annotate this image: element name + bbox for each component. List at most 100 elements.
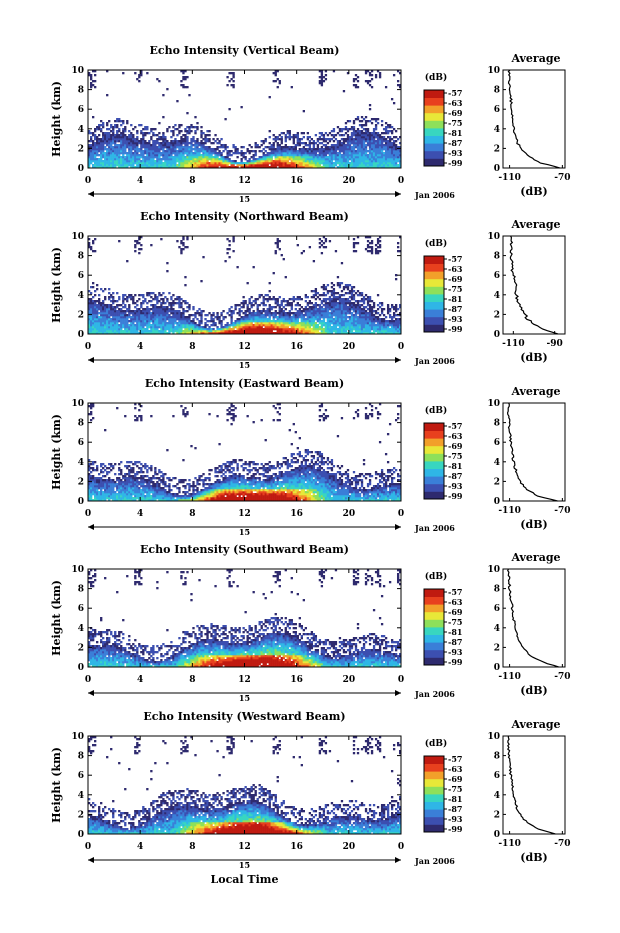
panel-west: Echo Intensity (Westward Beam)Height (km… <box>50 710 570 886</box>
day-label: 15 <box>239 860 250 870</box>
colorbar-tick-label: -93 <box>448 314 463 324</box>
colorbar-tick-label: -63 <box>448 98 463 108</box>
x-tick-label: 12 <box>238 842 251 852</box>
colorbar-tick-label: -75 <box>448 784 462 794</box>
colorbar-tick-label: -69 <box>448 108 463 118</box>
profile-x-tick-label: -90 <box>547 339 563 349</box>
colorbar-tick-label: -99 <box>448 324 463 334</box>
profile-y-tick-label: 10 <box>487 399 500 409</box>
x-tick-label: 16 <box>290 842 303 852</box>
profile-frame <box>503 236 565 334</box>
profile-y-tick-label: 8 <box>494 419 500 429</box>
profile-line <box>510 236 558 334</box>
y-tick-label: 6 <box>78 105 84 115</box>
panel-east: Echo Intensity (Eastward Beam) Height (km… <box>50 377 570 537</box>
panel-north: Echo Intensity (Northward Beam)Height (k… <box>50 210 565 370</box>
y-tick-label: 0 <box>78 497 84 507</box>
colorbar <box>424 90 444 166</box>
colorbar-unit: (dB) <box>425 405 447 416</box>
x-tick-label: 12 <box>238 342 251 352</box>
profile-title: Average <box>510 52 560 65</box>
y-tick-label: 0 <box>78 330 84 340</box>
colorbar-tick-label: -99 <box>448 491 463 501</box>
x-tick-label: 20 <box>343 842 356 852</box>
x-tick-label: 8 <box>189 342 195 352</box>
arrow-right-icon <box>395 690 401 696</box>
profile-xlabel: (dB) <box>520 684 547 697</box>
colorbar-tick-label: -99 <box>448 824 463 834</box>
heatmap-cells <box>88 403 401 501</box>
profile-x-tick-label: -110 <box>498 672 521 682</box>
colorbar-tick-label: -99 <box>448 158 463 168</box>
profile-y-tick-label: 6 <box>494 438 500 448</box>
colorbar-tick-label: -81 <box>448 794 462 804</box>
y-tick-label: 2 <box>78 144 84 154</box>
colorbar-tick-label: -63 <box>448 597 463 607</box>
y-tick-label: 0 <box>78 164 84 174</box>
month-label: Jan 2006 <box>414 689 455 699</box>
profile-y-tick-label: 4 <box>494 624 500 634</box>
y-axis-label: Height (km) <box>50 414 63 490</box>
colorbar-tick-label: -93 <box>448 148 463 158</box>
y-tick-label: 8 <box>78 752 84 762</box>
colorbar-unit: (dB) <box>425 571 447 582</box>
y-axis-label: Height (km) <box>50 580 63 656</box>
day-label: 15 <box>239 527 250 537</box>
colorbar <box>424 423 444 499</box>
arrow-right-icon <box>395 524 401 530</box>
x-tick-label: 0 <box>398 842 404 852</box>
y-tick-label: 10 <box>71 399 84 409</box>
y-tick-label: 6 <box>78 771 84 781</box>
x-tick-label: 16 <box>290 675 303 685</box>
profile-y-tick-label: 4 <box>494 291 500 301</box>
day-label: 15 <box>239 360 250 370</box>
colorbar-tick-label: -93 <box>448 647 463 657</box>
x-tick-label: 0 <box>85 842 91 852</box>
x-tick-label: 8 <box>189 176 195 186</box>
profile-title: Average <box>510 551 560 564</box>
profile-xlabel: (dB) <box>520 851 547 864</box>
profile-y-tick-label: 10 <box>487 565 500 575</box>
y-tick-label: 2 <box>78 643 84 653</box>
profile-x-tick-label: -70 <box>554 672 570 682</box>
x-tick-label: 20 <box>343 675 356 685</box>
profile-line <box>508 569 559 667</box>
profile-y-tick-label: 10 <box>487 232 500 242</box>
x-tick-label: 8 <box>189 509 195 519</box>
colorbar-tick-label: -87 <box>448 804 462 814</box>
y-tick-label: 8 <box>78 585 84 595</box>
x-tick-label: 12 <box>238 675 251 685</box>
profile-frame <box>503 569 565 667</box>
x-tick-label: 16 <box>290 509 303 519</box>
profile-x-tick-label: -110 <box>498 506 521 516</box>
day-label: 15 <box>239 194 250 204</box>
colorbar-tick-label: -81 <box>448 294 462 304</box>
y-tick-label: 2 <box>78 477 84 487</box>
x-tick-label: 20 <box>343 509 356 519</box>
colorbar-tick-label: -63 <box>448 431 463 441</box>
colorbar-tick-label: -93 <box>448 814 463 824</box>
arrow-left-icon <box>88 690 94 696</box>
colorbar-tick-label: -57 <box>448 587 462 597</box>
x-tick-label: 8 <box>189 675 195 685</box>
colorbar-unit: (dB) <box>425 238 447 249</box>
profile-xlabel: (dB) <box>520 518 547 531</box>
x-tick-label: 12 <box>238 176 251 186</box>
colorbar-tick-label: -75 <box>448 118 462 128</box>
profile-y-tick-label: 0 <box>494 330 500 340</box>
colorbar-tick-label: -87 <box>448 471 462 481</box>
x-tick-label: 0 <box>398 675 404 685</box>
colorbar-tick-label: -57 <box>448 254 462 264</box>
x-tick-label: 4 <box>137 675 143 685</box>
colorbar <box>424 756 444 832</box>
x-tick-label: 0 <box>398 509 404 519</box>
y-tick-label: 10 <box>71 732 84 742</box>
panel-title: Echo Intensity (Eastward Beam) <box>145 377 344 390</box>
panel-title: Echo Intensity (Southward Beam) <box>140 543 349 556</box>
heatmap-cells <box>88 736 401 834</box>
x-axis-label: Local Time <box>211 873 279 886</box>
profile-x-tick-label: -70 <box>554 506 570 516</box>
panel-title: Echo Intensity (Vertical Beam) <box>149 44 339 57</box>
month-label: Jan 2006 <box>414 523 455 533</box>
y-tick-label: 4 <box>78 291 84 301</box>
